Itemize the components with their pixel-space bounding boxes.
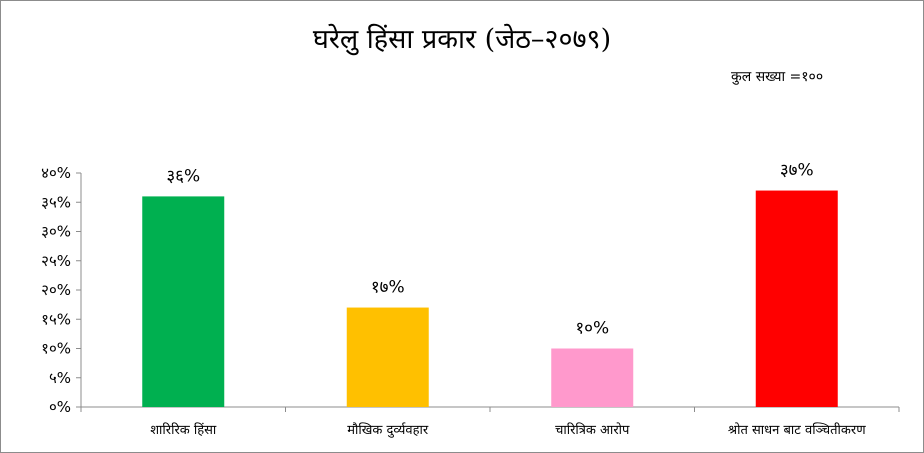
y-tick-label: ३०% [41,223,71,241]
chart-title: घरेलु हिंसा प्रकार (जेठ–२०७९) [312,24,612,55]
category-label: मौखिक दुर्व्यवहार [347,422,429,438]
y-tick-label: ३५% [41,193,71,211]
y-tick-label: ५% [49,369,71,387]
data-label: १७% [371,278,405,298]
y-tick-label: १५% [41,310,71,328]
category-label: शारिरिक हिंसा [150,422,217,438]
y-tick-label: ४०% [41,164,71,182]
data-label: ३६% [166,166,200,186]
bar-4 [755,190,838,407]
data-label: ३७% [780,161,814,181]
category-label: श्रोत साधन बाट वञ्चितीकरण [728,422,866,438]
y-tick-label: ०% [49,398,71,416]
category-label: चारित्रिक आरोप [555,422,630,438]
bar-3 [551,348,634,407]
y-tick-label: १०% [41,340,71,358]
y-tick-label: २५% [41,252,71,270]
total-count-note: कुल सख्या =१०० [731,69,824,85]
data-label: १०% [575,319,609,339]
y-tick-label: २०% [41,281,71,299]
bar-1 [142,196,225,407]
bar-2 [346,307,429,407]
